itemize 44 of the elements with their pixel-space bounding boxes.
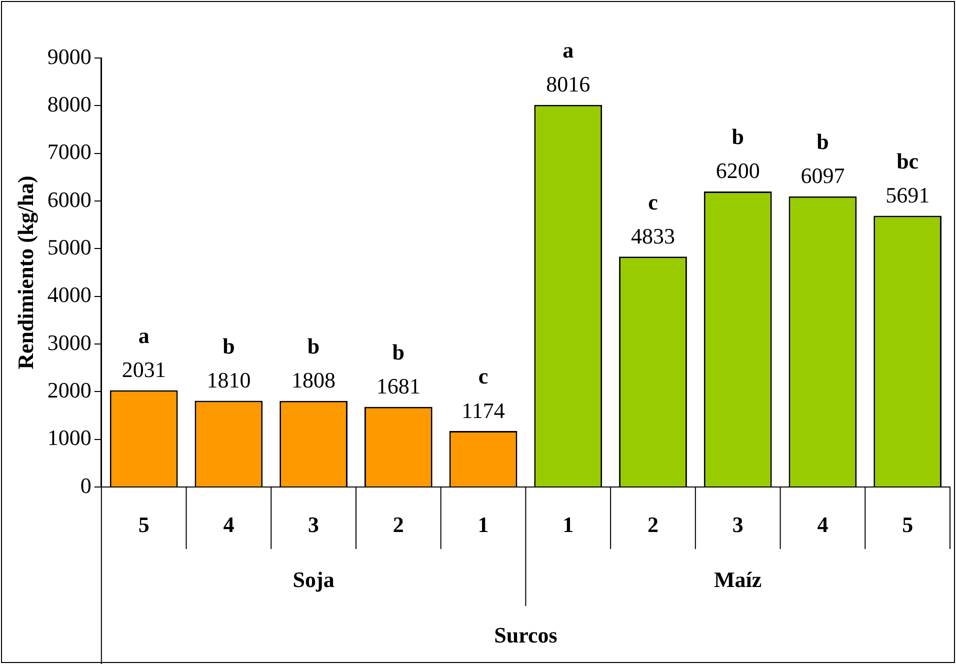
data-label: 8016 (546, 72, 590, 97)
y-tick-label: 3000 (47, 330, 92, 355)
annotation: a (138, 322, 150, 348)
y-tick-label: 2000 (47, 377, 92, 402)
data-label: 1681 (376, 374, 420, 399)
y-tick-label: 7000 (47, 139, 92, 164)
data-label: 1174 (462, 398, 505, 423)
x-tick-label: 2 (392, 512, 404, 537)
y-tick-label: 8000 (47, 91, 92, 116)
x-tick-label: 5 (902, 512, 914, 537)
text: Maíz (714, 567, 762, 592)
y-tick-label: 5000 (47, 234, 92, 260)
y-tick-label: 4000 (47, 282, 92, 308)
y-axis-title: Rendimiento (kg/ha) (12, 176, 38, 370)
data-label: 1810 (206, 368, 251, 393)
annotation: a (562, 38, 574, 63)
x-tick-label: 4 (817, 512, 828, 537)
annotation: b (732, 124, 744, 150)
x-tick-label: 2 (647, 512, 658, 537)
data-label: 2031 (122, 356, 166, 382)
y-tick-label: 0 (80, 472, 92, 498)
annotation: c (478, 364, 488, 389)
text: Soja (292, 567, 334, 592)
data-label: 6200 (716, 158, 760, 184)
y-tick-label: 9000 (47, 44, 92, 69)
y-tick-label: 1000 (47, 425, 92, 450)
x-tick-label: 4 (223, 512, 234, 537)
annotation: c (648, 189, 658, 214)
annotation: bc (896, 148, 919, 174)
annotation: b (392, 340, 405, 365)
data-label: 1808 (292, 368, 336, 393)
annotation: b (816, 129, 829, 154)
x-tick-label: 5 (138, 512, 150, 537)
data-label: 5691 (886, 182, 930, 208)
data-label: 4833 (630, 223, 675, 248)
annotation: b (307, 334, 320, 359)
x-tick-label: 1 (562, 512, 574, 537)
annotation: b (222, 333, 235, 358)
x-tick-label: 3 (732, 512, 744, 537)
x-axis-title: Surcos (494, 622, 558, 648)
x-tick-label: 1 (478, 512, 489, 537)
data-label: 6097 (800, 163, 845, 188)
x-tick-label: 3 (308, 512, 320, 537)
y-tick-label: 6000 (47, 186, 92, 212)
